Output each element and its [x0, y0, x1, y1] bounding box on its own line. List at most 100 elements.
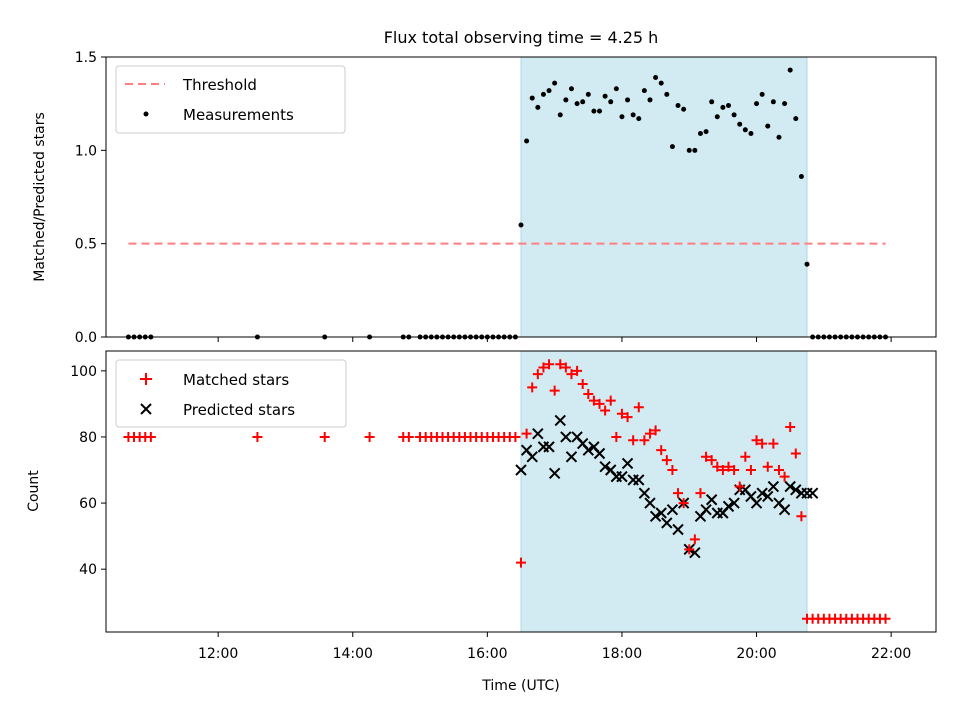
predicted-star-point	[649, 510, 662, 523]
measurement-point	[557, 112, 563, 118]
matched-star-point	[684, 544, 695, 555]
matched-star-point	[510, 431, 521, 442]
predicted-star-point	[806, 487, 819, 499]
matched-star-point	[538, 362, 549, 373]
matched-star-point	[588, 395, 599, 406]
legend-threshold-label: Threshold	[182, 76, 257, 94]
measurement-point	[636, 116, 642, 122]
predicted-star-point	[705, 494, 718, 506]
measurement-point	[765, 123, 771, 129]
predicted-star-point	[762, 490, 774, 503]
matched-star-point	[768, 438, 779, 449]
matched-star-point	[594, 398, 605, 409]
measurement-point	[793, 116, 799, 122]
matched-star-point	[661, 455, 672, 466]
matched-star-point	[566, 369, 577, 380]
measurement-point	[535, 104, 541, 110]
bottom-legend: Matched stars Predicted stars	[115, 359, 347, 428]
measurement-point	[546, 88, 552, 94]
measurement-point	[726, 103, 731, 109]
bottom-y-tick-label: 100	[70, 364, 97, 380]
top-y-tick-label: 0.0	[75, 330, 97, 346]
matched-star-points	[123, 359, 891, 624]
predicted-star-point	[582, 444, 595, 456]
measurement-point	[675, 103, 681, 109]
measurement-point	[568, 86, 574, 92]
bottom-y-tick-label: 60	[79, 496, 97, 512]
matched-star-point	[689, 534, 700, 545]
measurement-point	[563, 97, 569, 103]
legend-predicted-swatch	[140, 403, 152, 415]
bottom-y-axis-label: Count	[26, 470, 42, 512]
predicted-star-point	[616, 470, 628, 483]
measurement-point	[625, 97, 631, 103]
matched-star-point	[616, 408, 627, 419]
x-axis-label: Time (UTC)	[481, 678, 559, 694]
bottom-x-tick-label: 22:00	[871, 646, 911, 662]
top-y-tick-label: 1.5	[75, 50, 97, 66]
matched-star-point	[717, 465, 728, 476]
measurement-point	[692, 147, 698, 153]
top-y-tick-label: 0.5	[75, 237, 97, 253]
predicted-star-point	[599, 460, 611, 473]
top-y-tick-label: 1.0	[75, 143, 97, 159]
matched-star-point	[773, 465, 784, 476]
matched-star-point	[403, 431, 414, 442]
top-y-axis-label: Matched/Predicted stars	[32, 112, 48, 282]
predicted-star-point	[638, 487, 651, 499]
top-shaded-observing-span	[520, 56, 808, 338]
measurement-point	[804, 261, 810, 267]
legend-predicted-label: Predicted stars	[183, 401, 295, 419]
measurement-point	[602, 93, 608, 99]
top-x-ticks	[217, 337, 892, 342]
measurement-point	[641, 88, 647, 94]
matched-star-point	[667, 465, 678, 476]
predicted-star-point	[784, 480, 796, 493]
bottom-legend-box	[115, 359, 347, 428]
matched-star-point	[600, 405, 611, 416]
predicted-star-point	[767, 480, 780, 493]
matched-star-point	[734, 481, 745, 492]
measurement-point	[574, 101, 580, 107]
top-y-ticks: 0.0 0.5 1.0 1.5	[75, 50, 106, 346]
predicted-star-point	[548, 467, 561, 480]
matched-star-point	[701, 451, 712, 462]
matched-star-point	[712, 461, 723, 472]
measurement-point	[697, 131, 703, 137]
bottom-x-tick-label: 12:00	[198, 646, 238, 662]
top-panel: 0.0 0.5 1.0 1.5 Matched/Predicted stars Thr…	[32, 50, 937, 346]
top-measurement-points	[125, 67, 889, 340]
predicted-star-point	[543, 441, 555, 453]
measurement-point	[653, 75, 659, 81]
measurement-point	[619, 114, 625, 120]
matched-star-point	[740, 451, 751, 462]
matched-star-point	[532, 369, 543, 380]
predicted-star-point	[633, 474, 645, 486]
measurement-point	[731, 112, 737, 118]
matched-star-point	[527, 382, 538, 393]
top-legend-box	[115, 65, 346, 134]
predicted-star-point	[756, 487, 768, 499]
measurement-point	[742, 127, 748, 133]
bottom-y-ticks: 40 60 80 100	[70, 364, 106, 578]
bottom-x-tick-label: 14:00	[333, 646, 373, 662]
measurement-point	[630, 112, 636, 118]
matched-star-point	[880, 613, 891, 624]
measurement-point	[787, 67, 793, 73]
matched-star-point	[577, 379, 588, 390]
matched-star-point	[605, 395, 616, 406]
measurement-point	[518, 222, 524, 228]
matched-star-point	[521, 428, 532, 439]
predicted-star-point	[661, 517, 673, 529]
bottom-plot-frame	[105, 350, 937, 633]
matched-star-point	[757, 438, 768, 449]
predicted-star-point	[565, 451, 578, 463]
matched-star-point	[790, 448, 801, 459]
bottom-x-tick-label: 20:00	[736, 646, 776, 662]
matched-star-point	[319, 431, 330, 442]
bottom-y-tick-label: 40	[79, 562, 97, 578]
measurement-point	[681, 106, 687, 112]
measurement-point	[709, 99, 715, 105]
predicted-star-point	[526, 451, 538, 463]
